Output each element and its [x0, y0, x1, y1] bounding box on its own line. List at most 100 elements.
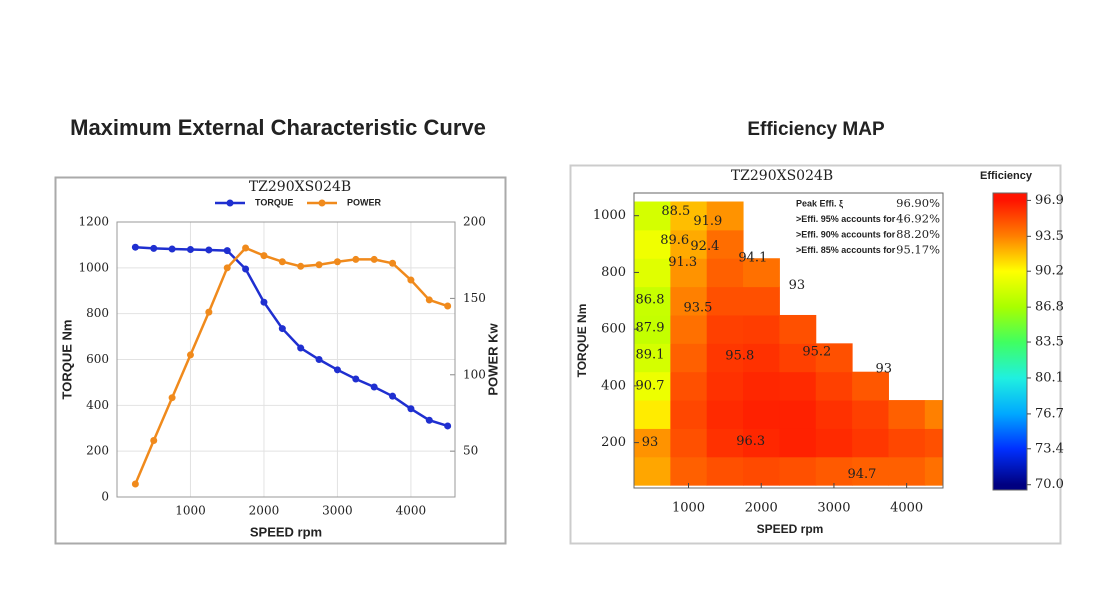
- point: [242, 244, 250, 252]
- efficiency-cell: [779, 371, 817, 401]
- contour-label: 88.5: [661, 204, 690, 219]
- y-tick-label: 1200: [78, 215, 109, 229]
- efficiency-cell: [634, 201, 671, 231]
- point: [278, 258, 286, 266]
- efficiency-cell: [743, 428, 780, 458]
- plot-frame: [633, 192, 944, 489]
- efficiency-cell: [924, 456, 943, 486]
- colorbar-tick-label: 70.0: [1035, 477, 1064, 492]
- efficiency-cell: [706, 400, 744, 429]
- efficiency-cell: [888, 428, 926, 458]
- efficiency-cell: [706, 343, 744, 373]
- efficiency-cell: [670, 400, 708, 429]
- colorbar-tick-label: 86.8: [1035, 300, 1064, 315]
- x-tick-label: 2000: [249, 504, 280, 518]
- info-value: 95.17%: [896, 243, 940, 257]
- legend-marker: [226, 199, 234, 207]
- point: [297, 344, 305, 352]
- legend-marker: [318, 199, 326, 207]
- info-label: >Effi. 85% accounts for: [796, 245, 896, 255]
- efficiency-cell: [852, 428, 889, 458]
- y-tick-label: 400: [86, 398, 109, 412]
- heading: Efficiency MAP: [747, 119, 885, 140]
- y-tick-label: 1000: [78, 260, 109, 274]
- contour-label: 93: [875, 361, 892, 376]
- chart-title: TZ290XS024B: [731, 168, 833, 184]
- point: [205, 246, 213, 254]
- y-axis-label: TORQUE Nm: [59, 320, 74, 400]
- y2-tick-label: 150: [463, 291, 486, 305]
- contour-label: 93: [789, 278, 806, 293]
- x-tick-label: 4000: [890, 501, 923, 516]
- colorbar-tick-label: 90.2: [1035, 264, 1064, 279]
- contour-label: 94.1: [738, 251, 767, 266]
- point: [444, 302, 452, 310]
- x-tick-label: 3000: [322, 504, 353, 518]
- legend-label: POWER: [347, 197, 382, 207]
- point: [150, 244, 158, 252]
- point: [370, 255, 378, 263]
- y-tick-label: 1000: [593, 208, 626, 223]
- efficiency-cell: [706, 201, 744, 231]
- point: [352, 375, 360, 383]
- point: [242, 265, 250, 273]
- efficiency-cell: [670, 229, 708, 259]
- point: [278, 325, 286, 333]
- point: [333, 366, 341, 374]
- efficiency-cell: [924, 400, 943, 429]
- efficiency-cell: [743, 371, 780, 401]
- efficiency-cell: [670, 258, 708, 288]
- efficiency-cell: [852, 456, 889, 486]
- efficiency-cell: [670, 456, 708, 486]
- efficiency-cell: [634, 229, 671, 259]
- y-tick-label: 600: [86, 352, 109, 366]
- point: [425, 416, 433, 424]
- contour-label: 89.1: [636, 347, 665, 362]
- contour-label: 86.8: [636, 293, 665, 308]
- point: [352, 255, 360, 263]
- info-label: >Effi. 90% accounts for: [796, 229, 896, 239]
- contour-label: 96.3: [736, 434, 765, 449]
- efficiency-cell: [779, 428, 817, 458]
- efficiency-cell: [670, 343, 708, 373]
- heading: Maximum External Characteristic Curve: [70, 115, 486, 140]
- point: [186, 351, 194, 359]
- y2-tick-label: 200: [463, 215, 486, 229]
- efficiency-cell: [779, 400, 817, 429]
- y-tick-label: 0: [101, 490, 109, 504]
- efficiency-cell: [743, 258, 780, 288]
- plot-frame: [116, 221, 456, 498]
- point: [407, 276, 415, 284]
- efficiency-cell: [743, 456, 780, 486]
- x-tick-label: 1000: [175, 504, 206, 518]
- efficiency-cell: [924, 428, 943, 458]
- y2-tick-label: 50: [463, 444, 478, 458]
- point: [370, 383, 378, 391]
- y-tick-label: 800: [86, 306, 109, 320]
- efficiency-cell: [670, 201, 708, 231]
- efficiency-cell: [852, 371, 889, 401]
- efficiency-cell: [634, 314, 671, 344]
- point: [315, 261, 323, 269]
- y-tick-label: 400: [601, 378, 626, 393]
- contour-label: 93: [642, 435, 659, 450]
- y-tick-label: 600: [601, 322, 626, 337]
- point: [315, 356, 323, 363]
- colorbar-tick-label: 76.7: [1035, 406, 1064, 421]
- point: [186, 246, 194, 253]
- efficiency-cell: [815, 428, 853, 458]
- efficiency-cell: [815, 456, 853, 486]
- efficiency-cell: [743, 400, 780, 429]
- efficiency-cell: [779, 314, 817, 344]
- efficiency-cell: [634, 286, 671, 316]
- point: [131, 480, 139, 488]
- colorbar-tick-label: 80.1: [1035, 370, 1064, 385]
- point: [168, 245, 176, 253]
- efficiency-cell: [706, 314, 744, 344]
- efficiency-cell: [706, 428, 744, 458]
- efficiency-cell: [706, 286, 744, 316]
- point: [389, 392, 397, 400]
- point: [407, 405, 415, 413]
- point: [150, 436, 158, 444]
